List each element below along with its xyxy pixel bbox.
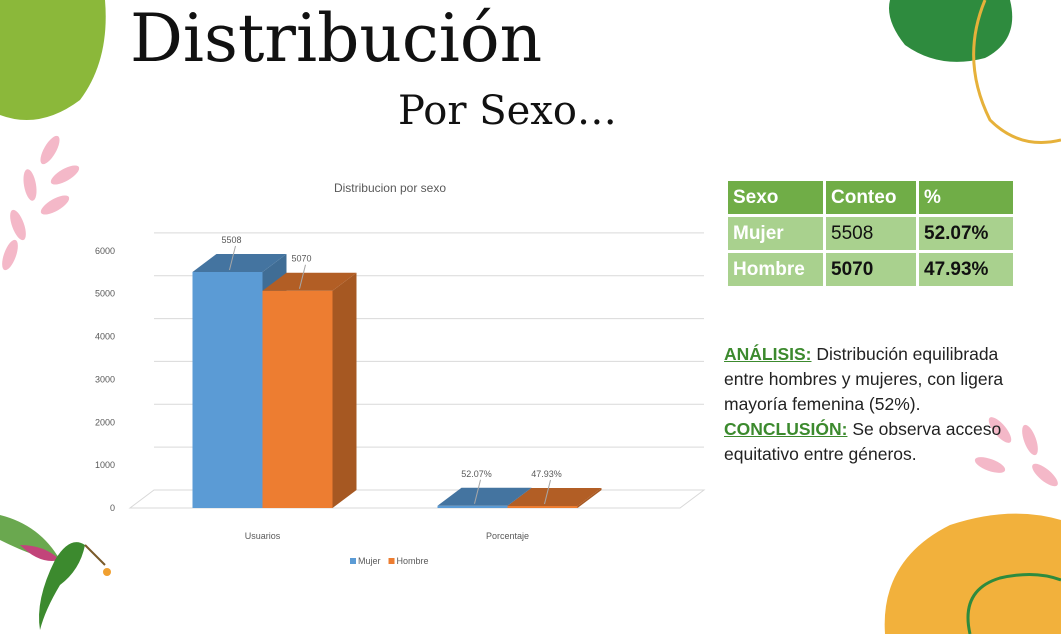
value-label: 5508 [221, 235, 241, 245]
chart: Distribucion por sexo 0 1000 2000 3000 4000 5… [0, 0, 1061, 634]
legend-label: Hombre [397, 556, 429, 566]
x-tick-label: Usuarios [245, 531, 281, 541]
cell: 47.93% [919, 253, 1013, 286]
table-header: Sexo Conteo % [728, 181, 1013, 214]
bar [508, 506, 578, 508]
y-tick-label: 0 [110, 503, 115, 513]
y-tick-label: 2000 [95, 417, 115, 427]
legend-label: Mujer [358, 556, 381, 566]
cell: 5508 [826, 217, 916, 250]
y-tick-label: 6000 [95, 246, 115, 256]
header-cell: % [919, 181, 1013, 214]
notes: ANÁLISIS: Distribución equilibrada entre… [724, 342, 1024, 467]
table-row: Hombre 5070 47.93% [728, 253, 1013, 286]
value-label: 5070 [291, 254, 311, 264]
value-label: 52.07% [461, 469, 492, 479]
table: Sexo Conteo % Mujer 5508 52.07% Hombre 5… [725, 178, 1016, 289]
analysis-label: ANÁLISIS: [724, 344, 812, 364]
value-label: 47.93% [531, 469, 562, 479]
bar [438, 506, 508, 508]
legend-swatch [350, 558, 356, 564]
bar [193, 272, 263, 508]
y-tick-label: 1000 [95, 460, 115, 470]
cell: Hombre [728, 253, 823, 286]
y-tick-label: 4000 [95, 332, 115, 342]
conclusion-label: CONCLUSIÓN: [724, 419, 847, 439]
header-cell: Conteo [826, 181, 916, 214]
legend-swatch [389, 558, 395, 564]
table-row: Mujer 5508 52.07% [728, 217, 1013, 250]
cell: 52.07% [919, 217, 1013, 250]
y-tick-label: 3000 [95, 374, 115, 384]
y-tick-label: 5000 [95, 289, 115, 299]
cell: 5070 [826, 253, 916, 286]
x-tick-label: Porcentaje [486, 531, 529, 541]
bar-side [333, 273, 357, 508]
header-cell: Sexo [728, 181, 823, 214]
chart-title: Distribucion por sexo [334, 181, 446, 195]
bar [263, 291, 333, 508]
slide: Distribución Por Sexo… Distribucion por … [0, 0, 1061, 634]
cell: Mujer [728, 217, 823, 250]
